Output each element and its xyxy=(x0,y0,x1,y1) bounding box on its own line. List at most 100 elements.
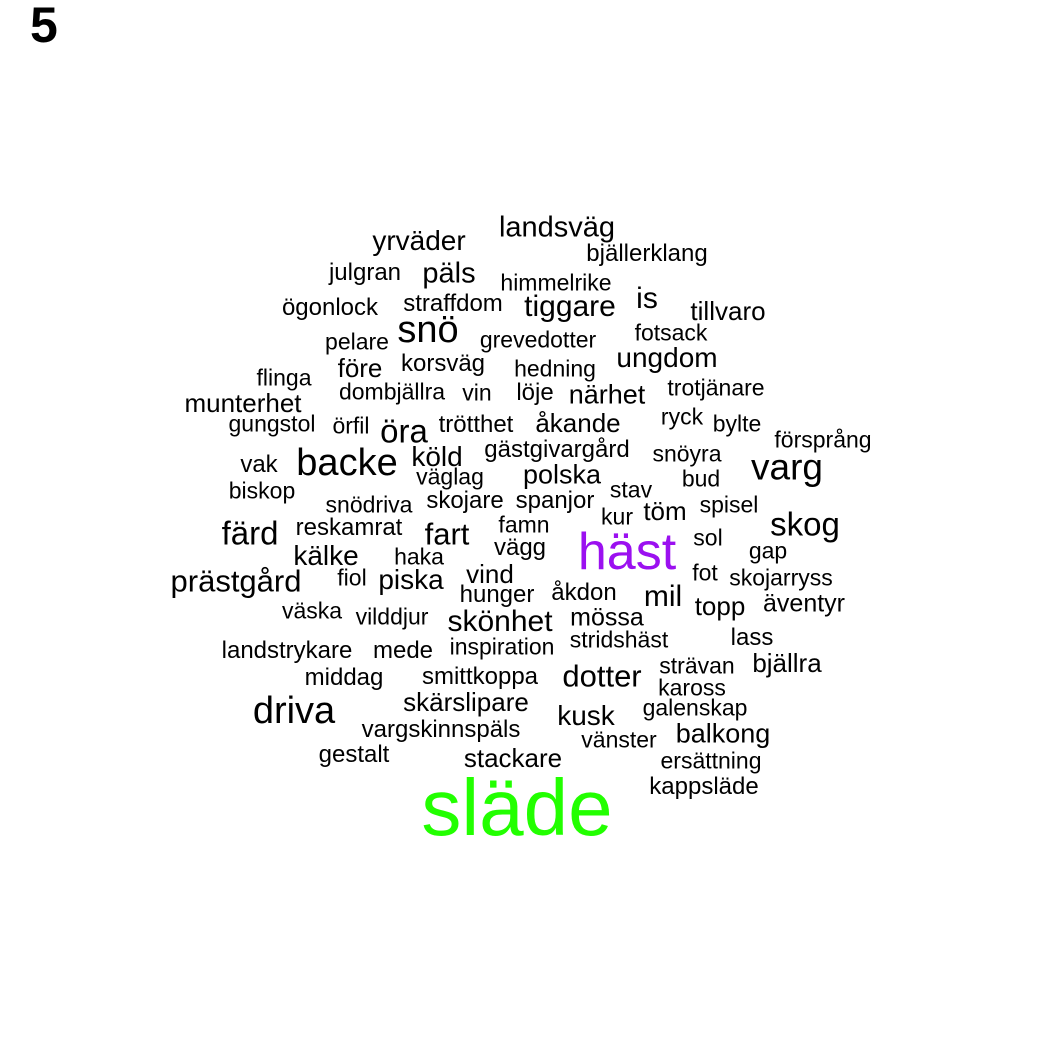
word-cloud-word: flinga xyxy=(256,364,312,391)
word-cloud-word: famn xyxy=(498,511,550,538)
word-cloud-word: trötthet xyxy=(438,411,514,438)
word-cloud-word: mede xyxy=(372,637,434,664)
word-cloud-word: köld xyxy=(411,441,463,472)
word-cloud-word: väska xyxy=(281,597,343,624)
word-cloud-word: is xyxy=(636,282,658,315)
word-cloud-word: spisel xyxy=(699,491,759,518)
word-cloud-word: ryck xyxy=(660,403,704,430)
word-cloud-word: backe xyxy=(296,442,398,484)
word-cloud-word: balkong xyxy=(675,718,771,749)
word-cloud-word: stackare xyxy=(463,743,563,773)
word-cloud-word: närhet xyxy=(568,379,646,410)
word-cloud-word: snö xyxy=(397,309,459,351)
word-cloud-word: skönhet xyxy=(447,605,553,638)
word-cloud-word: polska xyxy=(522,459,602,490)
word-cloud-word: snöyra xyxy=(652,440,722,467)
word-cloud-word: dotter xyxy=(562,658,642,694)
word-cloud-word: vin xyxy=(462,379,492,406)
word-cloud-word: fart xyxy=(424,516,470,552)
word-cloud-word: vilddjur xyxy=(355,603,429,630)
word-cloud-word: gästgivargård xyxy=(484,436,630,463)
word-cloud-word: väglag xyxy=(416,463,484,490)
word-cloud-word: gestalt xyxy=(318,741,390,768)
word-cloud-word: löje xyxy=(516,379,554,406)
word-cloud-word: ersättning xyxy=(660,747,762,774)
word-cloud-word: trotjänare xyxy=(667,374,765,401)
word-cloud-word: skärslipare xyxy=(403,687,529,717)
word-cloud-word: äventyr xyxy=(763,589,845,618)
word-cloud-word: stridshäst xyxy=(569,626,669,653)
word-cloud-word: skog xyxy=(770,505,840,543)
word-cloud-word: kälke xyxy=(293,540,359,571)
word-cloud-word: gap xyxy=(748,537,788,564)
word-cloud-word: vind xyxy=(466,559,514,589)
word-cloud-word: driva xyxy=(252,690,336,732)
word-cloud-word: pelare xyxy=(325,328,389,355)
word-cloud-word: örfil xyxy=(332,412,370,439)
word-cloud-word: hedning xyxy=(514,355,596,382)
word-cloud-word: spanjor xyxy=(515,487,595,514)
word-cloud-word: före xyxy=(337,353,383,383)
word-cloud-word: försprång xyxy=(774,426,872,453)
word-cloud-word: yrväder xyxy=(372,225,466,256)
word-cloud-word: lass xyxy=(730,624,774,651)
word-cloud-word: vänster xyxy=(581,726,657,753)
word-cloud-word: bjällerklang xyxy=(586,240,708,267)
word-cloud-word: färd xyxy=(221,514,279,552)
word-cloud-word: vargskinnspäls xyxy=(361,716,521,743)
word-cloud-word: åkdon xyxy=(551,579,617,606)
word-cloud-word: ögonlock xyxy=(281,294,379,321)
word-cloud-word: vägg xyxy=(493,534,547,561)
word-cloud-word: mössa xyxy=(570,603,644,632)
word-cloud-word: bjällra xyxy=(752,648,822,678)
word-cloud-word: landstrykare xyxy=(221,637,353,664)
word-cloud-word: topp xyxy=(694,591,746,621)
word-cloud-word: haka xyxy=(394,543,444,570)
word-cloud-word: sol xyxy=(693,524,723,551)
word-cloud-word: ungdom xyxy=(616,342,718,373)
word-cloud-word: snödriva xyxy=(325,491,413,518)
word-cloud-word: varg xyxy=(751,446,823,488)
word-cloud-word: inspiration xyxy=(449,633,555,660)
word-cloud-word: skojare xyxy=(426,487,504,514)
word-cloud-word: kaross xyxy=(658,674,726,701)
word-cloud-word: hunger xyxy=(459,581,535,608)
word-cloud-word: fiol xyxy=(337,564,367,591)
word-cloud-word: smittkoppa xyxy=(421,663,539,690)
word-cloud-word: kur xyxy=(601,503,633,530)
word-cloud-word: tiggare xyxy=(524,290,616,323)
word-cloud-word: landsväg xyxy=(498,211,616,244)
word-cloud-word: bud xyxy=(681,465,721,492)
word-cloud-word: päls xyxy=(422,257,476,290)
word-cloud-word: stav xyxy=(609,476,653,503)
panel-label: 5 xyxy=(30,0,58,53)
word-cloud-word: gungstol xyxy=(228,410,316,437)
word-cloud-word: töm xyxy=(643,496,687,526)
word-cloud-word: piska xyxy=(378,564,444,595)
word-cloud-word: galenskap xyxy=(642,694,748,721)
word-cloud-word: tillvaro xyxy=(690,296,766,326)
word-cloud-word: skojarryss xyxy=(729,564,833,591)
word-cloud-word: kappsläde xyxy=(649,773,759,800)
word-cloud-word: julgran xyxy=(328,259,402,286)
word-cloud-word: prästgård xyxy=(170,563,302,599)
word-cloud-word: himmelrike xyxy=(500,269,612,296)
word-cloud-word: kusk xyxy=(557,700,615,731)
word-cloud-word: häst xyxy=(577,523,677,581)
word-cloud-word: öra xyxy=(380,412,428,450)
word-cloud-word: biskop xyxy=(228,477,296,504)
word-cloud-word: middag xyxy=(304,664,384,691)
word-cloud-word: straffdom xyxy=(403,290,503,317)
word-cloud-word: fot xyxy=(692,559,718,586)
word-cloud-word: vak xyxy=(240,451,278,478)
word-cloud-word: fotsack xyxy=(634,319,708,346)
word-cloud-word: släde xyxy=(421,763,613,852)
word-cloud-word: reskamrat xyxy=(295,514,403,541)
word-cloud-word: bylte xyxy=(712,410,762,437)
word-cloud-word: mil xyxy=(643,580,683,613)
word-cloud-word: grevedotter xyxy=(479,326,597,353)
word-cloud-word: strävan xyxy=(659,652,735,679)
word-cloud-word: korsväg xyxy=(400,350,486,377)
word-cloud-word: åkande xyxy=(535,408,621,438)
